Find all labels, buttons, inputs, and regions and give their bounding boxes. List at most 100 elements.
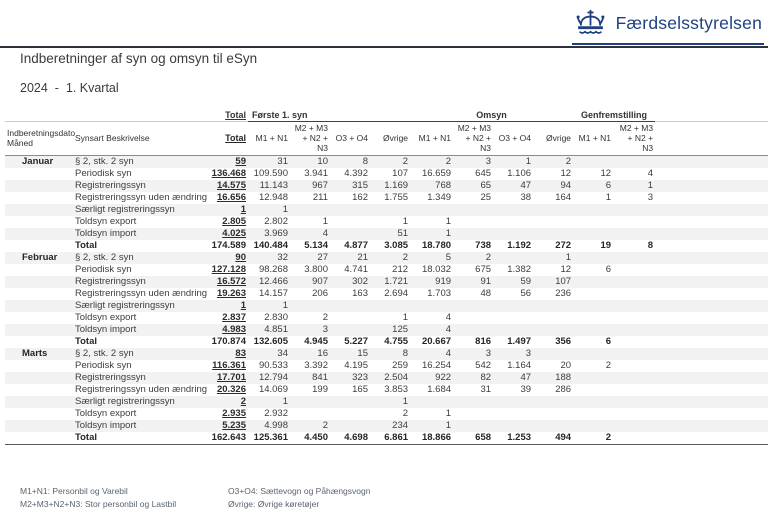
value-cell: 109.590: [253, 168, 288, 180]
crown-icon: [574, 8, 607, 38]
value-cell: 6: [605, 180, 612, 192]
value-cell: 140.484: [253, 240, 288, 252]
value-cell: [330, 228, 370, 240]
value-cell: 5.134: [304, 240, 328, 252]
spacer-cell: [655, 420, 768, 432]
value-cell: [493, 252, 533, 264]
synsart-label: Registreringssyn uden ændring: [75, 192, 208, 204]
value-cell: 10: [317, 156, 328, 168]
value-cell: [613, 432, 656, 446]
value-cell: 107: [392, 168, 409, 180]
value-cell: 38: [520, 192, 532, 204]
value-cell: 5: [445, 252, 452, 264]
col-header-foerste-m1n1: M1 + N1: [248, 120, 290, 157]
value-cell: 47: [520, 372, 532, 384]
value-cell: 65: [480, 180, 492, 192]
synsart-label: Særligt registreringssyn: [75, 396, 175, 408]
col-header-foerste-m2m3: M2 + M3 + N2 + N3: [290, 120, 330, 157]
synsart-label: Total: [75, 240, 97, 252]
value-cell: [613, 348, 655, 360]
value-cell: 4.195: [344, 360, 368, 372]
value-cell: [533, 420, 573, 432]
month-total-row: Total 174.589 140.484 5.134 4.877 3.085 18.780…: [5, 240, 768, 252]
value-cell: [533, 396, 573, 408]
value-cell: 107: [555, 276, 572, 288]
spacer-cell: [655, 312, 768, 324]
value-cell: [330, 408, 370, 420]
value-cell: [613, 264, 655, 276]
value-cell: 14.575: [216, 180, 246, 192]
value-cell: [613, 300, 655, 312]
value-cell: 1: [282, 300, 288, 312]
value-cell: 1.382: [507, 264, 532, 276]
value-cell: 2.935: [222, 408, 246, 420]
value-cell: 2.504: [384, 372, 409, 384]
value-cell: [613, 336, 655, 348]
value-cell: [613, 252, 655, 264]
synsart-label: Total: [73, 432, 200, 446]
table-row: Registreringssyn uden ændring 16.656 12.94…: [5, 192, 768, 204]
value-cell: 136.468: [211, 168, 246, 180]
month-cell: [5, 396, 73, 408]
synsart-label: Toldsyn export: [75, 216, 137, 228]
value-cell: [613, 420, 655, 432]
col-header-omsyn-oevrige: Øvrige: [533, 120, 574, 157]
value-cell: 494: [533, 432, 574, 446]
value-cell: [453, 396, 493, 408]
value-cell: 91: [480, 276, 492, 288]
synsart-label: Særligt registreringssyn: [75, 300, 175, 312]
value-cell: 272: [555, 240, 572, 252]
spacer-cell: [655, 360, 768, 372]
value-cell: 542: [475, 360, 492, 372]
value-cell: 170.874: [211, 336, 246, 348]
value-cell: 5.235: [222, 420, 246, 432]
value-cell: [330, 204, 370, 216]
value-cell: 2: [445, 156, 452, 168]
value-cell: 1: [402, 396, 409, 408]
value-cell: 116.361: [212, 360, 246, 372]
value-cell: [453, 312, 493, 324]
table-row: Særligt registreringssyn 1 1: [5, 204, 768, 217]
col-header-maaned: Indberetningsdato Måned: [5, 120, 75, 157]
value-cell: [493, 324, 533, 336]
month-cell: [5, 228, 73, 240]
value-cell: 1: [282, 396, 288, 408]
table-row: Toldsyn import 4.025 3.969 4 51 1: [5, 228, 768, 241]
value-cell: 12: [600, 168, 612, 180]
value-cell: 12: [560, 264, 572, 276]
value-cell: 1: [402, 216, 409, 228]
month-total-row: Total 170.874 132.605 4.945 5.227 4.755 20.667…: [5, 336, 768, 348]
month-cell: [5, 192, 73, 204]
value-cell: 162: [352, 192, 368, 204]
value-cell: 16.659: [421, 168, 452, 180]
value-cell: 25: [480, 192, 492, 204]
value-cell: 21: [357, 252, 368, 264]
value-cell: 658: [453, 432, 494, 446]
value-cell: 919: [435, 276, 452, 288]
value-cell: 1: [565, 252, 572, 264]
value-cell: 967: [312, 180, 328, 192]
table-row: Toldsyn export 2.805 2.802 1 1 1: [5, 216, 768, 228]
value-cell: 4.877: [344, 240, 368, 252]
value-cell: 127.128: [211, 264, 246, 276]
value-cell: 1: [282, 204, 288, 216]
value-cell: [290, 204, 330, 216]
value-cell: 82: [480, 372, 492, 384]
value-cell: [533, 204, 573, 216]
spacer-cell: [655, 180, 768, 192]
value-cell: 19: [600, 240, 612, 252]
value-cell: 259: [392, 360, 409, 372]
value-cell: 3: [485, 348, 492, 360]
spacer-cell: [655, 192, 768, 204]
value-cell: [493, 228, 533, 240]
value-cell: 11.143: [259, 180, 288, 192]
value-cell: [613, 408, 655, 420]
value-cell: 4.392: [344, 168, 368, 180]
report-period: 2024 - 1. Kvartal: [20, 81, 119, 95]
value-cell: 98.268: [258, 264, 288, 276]
value-cell: [533, 300, 573, 312]
synsart-label: Toldsyn import: [75, 228, 137, 240]
value-cell: 3.085: [384, 240, 409, 252]
value-cell: [533, 408, 573, 420]
header-divider: [0, 46, 768, 48]
